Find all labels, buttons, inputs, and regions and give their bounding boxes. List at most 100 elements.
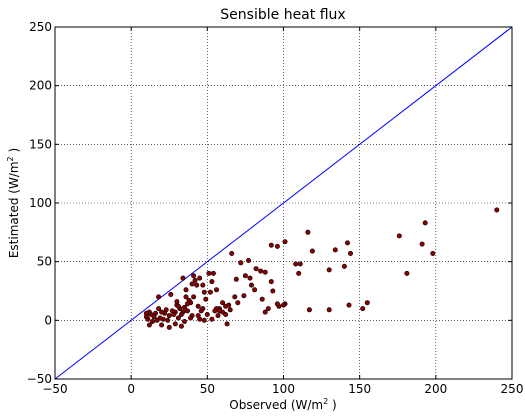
data-point-37 [241, 293, 247, 299]
data-point-121 [175, 303, 181, 309]
data-point-63 [192, 277, 198, 283]
x-axis-label-text: Observed (W/m [229, 398, 323, 412]
y-tick-label-4: 150 [29, 137, 52, 151]
data-point-23 [268, 242, 274, 248]
data-point-54 [206, 270, 212, 276]
data-point-80 [172, 321, 178, 327]
data-point-18 [297, 261, 303, 267]
data-point-125 [265, 306, 271, 312]
data-point-110 [259, 296, 265, 302]
x-axis-label-sup: 2 [323, 397, 328, 406]
data-point-86 [165, 317, 171, 323]
data-point-50 [215, 313, 221, 319]
data-point-31 [258, 268, 264, 274]
x-axis-label-end: ) [328, 398, 337, 412]
x-tick-label-3: 100 [272, 382, 295, 396]
data-point-4 [430, 251, 436, 257]
data-point-22 [274, 243, 280, 249]
data-point-14 [326, 307, 332, 313]
y-tick-label-6: 250 [29, 20, 52, 34]
data-point-77 [175, 315, 181, 321]
data-point-60 [197, 275, 203, 281]
data-point-112 [224, 321, 230, 327]
y-tick-label-2: 50 [37, 255, 52, 269]
y-axis-label-sup: 2 [6, 156, 15, 161]
data-point-62 [194, 282, 200, 288]
data-point-75 [178, 311, 184, 317]
data-point-21 [282, 239, 288, 245]
data-point-98 [150, 318, 156, 324]
x-tick-label-0: −50 [42, 382, 67, 396]
data-point-15 [309, 248, 315, 254]
data-point-59 [198, 308, 204, 314]
y-tick-label-3: 100 [29, 196, 52, 210]
data-point-26 [274, 301, 280, 307]
one-to-one-line [54, 26, 513, 380]
data-point-85 [166, 313, 172, 319]
data-points [143, 207, 500, 330]
data-point-107 [204, 311, 210, 317]
data-point-39 [233, 276, 239, 282]
data-point-38 [238, 260, 244, 266]
data-point-95 [154, 317, 160, 323]
data-point-72 [182, 304, 188, 310]
chart-title: Sensible heat flux [220, 7, 345, 23]
data-point-6 [364, 300, 370, 306]
data-point-94 [156, 306, 162, 312]
data-point-123 [227, 307, 233, 313]
y-axis-label-text: Estimated (W/m [7, 161, 21, 258]
data-point-2 [396, 233, 402, 239]
data-point-45 [223, 311, 229, 317]
data-point-5 [404, 270, 410, 276]
data-point-13 [326, 267, 332, 273]
data-point-12 [332, 247, 338, 253]
data-point-41 [229, 251, 235, 257]
data-point-20 [296, 270, 302, 276]
data-point-35 [246, 257, 252, 263]
x-tick-label-4: 150 [348, 382, 371, 396]
data-point-49 [212, 308, 218, 314]
data-point-11 [341, 263, 347, 269]
data-point-9 [344, 240, 350, 246]
data-point-64 [191, 294, 197, 300]
data-point-34 [247, 275, 253, 281]
x-axis-label: Observed (W/m2 ) [229, 397, 336, 412]
data-point-91 [159, 322, 165, 328]
y-tick-label-1: 0 [44, 313, 52, 327]
data-point-124 [249, 282, 255, 288]
data-point-100 [146, 322, 152, 328]
data-point-73 [180, 275, 186, 281]
data-point-19 [293, 261, 299, 267]
y-axis-label-end: ) [7, 148, 21, 157]
data-point-16 [305, 229, 311, 235]
y-axis-ticks: −50 0 50 100 150 200 250 [27, 20, 512, 386]
data-point-57 [201, 317, 207, 323]
data-point-115 [188, 315, 194, 321]
data-point-8 [346, 302, 352, 308]
data-point-84 [168, 291, 174, 297]
data-point-70 [183, 294, 189, 300]
x-tick-label-6: 250 [501, 382, 524, 396]
data-point-17 [306, 307, 312, 313]
data-point-10 [347, 251, 353, 257]
data-point-36 [242, 273, 248, 279]
data-point-7 [360, 306, 366, 312]
data-point-90 [159, 309, 165, 315]
data-point-43 [223, 303, 229, 309]
y-tick-label-0: −50 [27, 372, 52, 386]
data-point-116 [166, 324, 172, 330]
data-point-111 [262, 309, 268, 315]
data-point-1 [422, 220, 428, 226]
data-point-27 [280, 302, 286, 308]
data-point-83 [169, 308, 175, 314]
x-tick-label-5: 200 [424, 382, 447, 396]
y-axis-label: Estimated (W/m2 ) [6, 148, 21, 258]
data-point-69 [185, 301, 191, 307]
data-point-71 [183, 287, 189, 293]
data-point-93 [156, 294, 162, 300]
data-point-30 [262, 269, 268, 275]
x-tick-label-1: 0 [127, 382, 135, 396]
data-point-53 [209, 279, 215, 285]
data-point-104 [143, 310, 149, 316]
